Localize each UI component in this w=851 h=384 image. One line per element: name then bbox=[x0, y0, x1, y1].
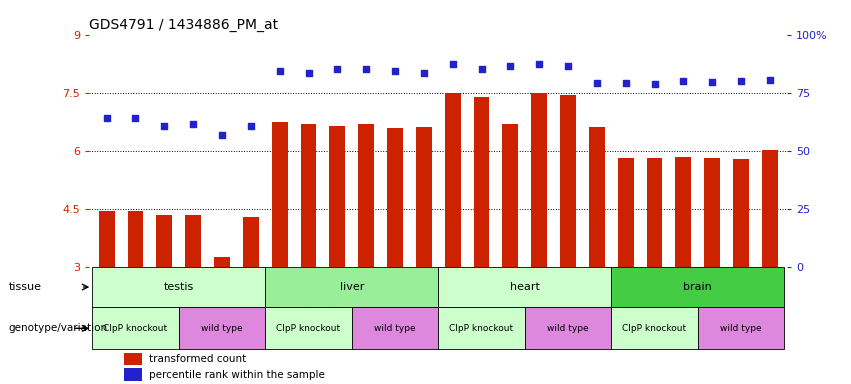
Bar bbox=[438, 307, 525, 349]
Point bbox=[763, 77, 777, 83]
Point bbox=[215, 132, 229, 138]
Bar bbox=[300, 124, 317, 267]
Point bbox=[504, 63, 517, 69]
Text: ClpP knockout: ClpP knockout bbox=[622, 324, 687, 333]
Bar bbox=[387, 128, 403, 267]
Bar bbox=[560, 94, 576, 267]
Point bbox=[648, 81, 661, 87]
Bar bbox=[531, 93, 547, 267]
Text: wild type: wild type bbox=[547, 324, 589, 333]
Point bbox=[100, 115, 113, 121]
Point bbox=[129, 115, 142, 121]
Bar bbox=[271, 122, 288, 267]
Point bbox=[561, 63, 574, 69]
Bar bbox=[179, 307, 266, 349]
Bar bbox=[266, 307, 351, 349]
Point bbox=[677, 78, 690, 84]
Bar bbox=[589, 127, 605, 267]
Point bbox=[734, 78, 748, 84]
Text: wild type: wild type bbox=[720, 324, 762, 333]
Bar bbox=[733, 159, 749, 267]
Bar bbox=[351, 307, 438, 349]
Text: tissue: tissue bbox=[9, 282, 42, 292]
Bar bbox=[445, 93, 460, 267]
Text: GDS4791 / 1434886_PM_at: GDS4791 / 1434886_PM_at bbox=[89, 18, 278, 32]
Point bbox=[417, 70, 431, 76]
Bar bbox=[647, 158, 662, 267]
Bar bbox=[762, 149, 778, 267]
Point bbox=[244, 122, 258, 129]
Bar bbox=[525, 307, 611, 349]
Point bbox=[533, 61, 546, 67]
Bar bbox=[474, 96, 489, 267]
Text: genotype/variation: genotype/variation bbox=[9, 323, 107, 333]
Bar bbox=[243, 217, 259, 267]
Text: ClpP knockout: ClpP knockout bbox=[449, 324, 514, 333]
Point bbox=[273, 68, 287, 74]
Point bbox=[619, 80, 632, 86]
Text: ClpP knockout: ClpP knockout bbox=[277, 324, 340, 333]
Point bbox=[330, 66, 344, 73]
Bar bbox=[214, 257, 230, 267]
Bar bbox=[676, 157, 691, 267]
Bar bbox=[611, 307, 698, 349]
Text: brain: brain bbox=[683, 282, 712, 292]
Text: ClpP knockout: ClpP knockout bbox=[104, 324, 168, 333]
Bar bbox=[92, 267, 266, 307]
Bar bbox=[358, 124, 374, 267]
Point bbox=[475, 66, 488, 73]
Bar bbox=[186, 215, 201, 267]
Bar bbox=[157, 215, 172, 267]
Bar bbox=[128, 211, 144, 267]
Text: percentile rank within the sample: percentile rank within the sample bbox=[149, 370, 324, 380]
Bar bbox=[329, 126, 346, 267]
Bar bbox=[99, 211, 115, 267]
Bar bbox=[611, 267, 785, 307]
Text: wild type: wild type bbox=[201, 324, 243, 333]
Bar bbox=[124, 353, 141, 365]
Point bbox=[302, 70, 316, 76]
Text: testis: testis bbox=[163, 282, 194, 292]
Bar bbox=[618, 159, 634, 267]
Bar bbox=[502, 124, 518, 267]
Bar bbox=[266, 267, 438, 307]
Text: liver: liver bbox=[340, 282, 364, 292]
Bar bbox=[124, 369, 141, 381]
Point bbox=[705, 79, 719, 85]
Bar bbox=[92, 307, 179, 349]
Bar bbox=[705, 159, 720, 267]
Point bbox=[590, 80, 603, 86]
Point bbox=[446, 61, 460, 67]
Bar bbox=[416, 127, 431, 267]
Point bbox=[157, 122, 171, 129]
Bar bbox=[438, 267, 611, 307]
Bar bbox=[698, 307, 785, 349]
Point bbox=[388, 68, 402, 74]
Text: wild type: wild type bbox=[374, 324, 416, 333]
Point bbox=[359, 66, 373, 73]
Point bbox=[186, 121, 200, 127]
Text: transformed count: transformed count bbox=[149, 354, 246, 364]
Text: heart: heart bbox=[510, 282, 540, 292]
